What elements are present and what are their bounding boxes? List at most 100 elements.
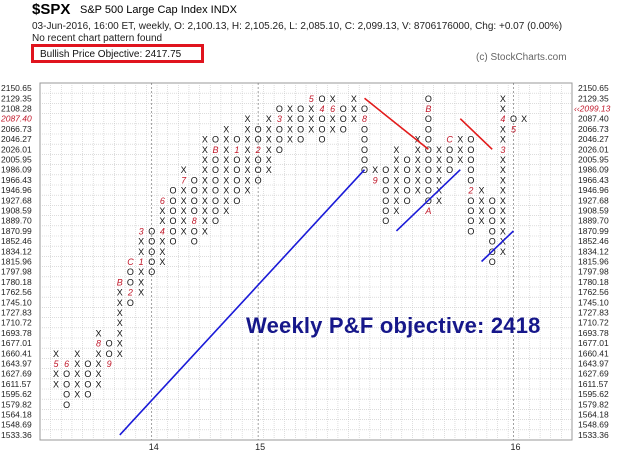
pf-o-mark: O [446,155,453,165]
pf-x-mark: X [479,196,485,206]
pf-month-mark: 5 [511,124,517,134]
y-tick-label-right: 1677.01 [578,338,609,348]
pf-o-mark: O [467,155,474,165]
pf-o-mark: O [340,114,347,124]
pf-o-mark: O [276,124,283,134]
pf-o-mark: O [63,390,70,400]
pf-o-mark: O [169,206,176,216]
pf-x-mark: X [53,379,59,389]
pf-x-mark: X [287,104,293,114]
pf-x-mark: X [436,175,442,185]
pf-x-mark: X [500,247,506,257]
pf-x-mark: X [96,328,102,338]
pf-x-mark: X [308,104,314,114]
y-tick-label-right: 1797.98 [578,267,609,277]
y-tick-label-left: 1889.70 [1,216,32,226]
y-tick-label-right: 2087.40 [578,114,609,124]
pf-o-mark: O [212,196,219,206]
y-tick-label-left: 2108.28 [1,104,32,114]
y-tick-label-left: 1579.82 [1,399,32,409]
pf-o-mark: O [84,379,91,389]
pf-o-mark: O [148,247,155,257]
pattern-note: No recent chart pattern found [32,33,163,44]
y-tick-label-right: 1870.99 [578,226,609,236]
pf-o-mark: O [425,145,432,155]
pf-o-mark: O [467,206,474,216]
pf-x-mark: X [500,226,506,236]
pf-x-mark: X [202,135,208,145]
pf-x-mark: X [202,155,208,165]
pf-x-mark: X [351,104,357,114]
y-tick-label-right: 1762.56 [578,287,609,297]
price-objective-label: Bullish Price Objective: 2417.75 [40,49,182,60]
x-tick-label: 16 [510,442,520,452]
pf-x-mark: X [393,186,399,196]
pf-month-mark: 3 [500,145,505,155]
pf-x-mark: X [223,165,229,175]
pf-o-mark: O [127,277,134,287]
pf-x-mark: X [330,124,336,134]
pf-o-mark: O [382,196,389,206]
pf-x-mark: X [138,247,144,257]
pf-x-mark: X [500,206,506,216]
pf-x-mark: X [415,186,421,196]
grid-layer [39,82,573,441]
pf-o-mark: O [169,196,176,206]
pf-x-mark: X [96,359,102,369]
pf-o-mark: O [84,359,91,369]
pf-o-mark: O [63,379,70,389]
y-tick-label-left: 1797.98 [1,267,32,277]
pf-x-mark: X [138,237,144,247]
y-tick-label-right: 1927.68 [578,195,609,205]
pf-x-mark: X [181,226,187,236]
pf-x-mark: X [181,165,187,175]
pf-x-mark: X [308,124,314,134]
pf-o-mark: O [318,135,325,145]
pf-o-mark: O [169,226,176,236]
pf-o-mark: O [297,114,304,124]
pf-x-mark: X [436,165,442,175]
pf-x-mark: X [436,155,442,165]
pf-month-mark: 1 [139,257,144,267]
y-tick-label-left: 1710.72 [1,318,32,328]
pf-x-mark: X [202,206,208,216]
pf-o-mark: O [148,226,155,236]
pf-o-mark: O [404,155,411,165]
pf-x-mark: X [117,308,123,318]
pf-month-mark: 9 [107,359,112,369]
y-tick-label-left: 1564.18 [1,410,32,420]
pf-o-mark: O [425,165,432,175]
pf-month-mark: A [424,206,431,216]
pf-o-mark: O [212,206,219,216]
y-tick-label-left: 1762.56 [1,287,32,297]
pf-x-mark: X [117,328,123,338]
pf-x-mark: X [159,216,165,226]
pf-x-mark: X [351,114,357,124]
pf-x-mark: X [223,196,229,206]
y-tick-label-right: 1966.43 [578,175,609,185]
pf-o-mark: O [425,94,432,104]
pf-x-mark: X [96,349,102,359]
pf-x-mark: X [393,206,399,216]
pf-o-mark: O [404,186,411,196]
y-tick-label-left: 1870.99 [1,226,32,236]
y-tick-label-right: 1533.36 [578,430,609,440]
pf-month-mark: 5 [53,359,59,369]
pf-x-mark: X [202,145,208,155]
pf-o-mark: O [148,237,155,247]
pf-o-mark: O [233,155,240,165]
pf-month-mark: C [127,257,134,267]
pf-o-mark: O [106,339,113,349]
pf-o-mark: O [233,175,240,185]
pf-month-mark: 7 [181,175,187,185]
pf-x-mark: X [479,206,485,216]
pf-x-mark: X [266,114,272,124]
pf-x-mark: X [96,379,102,389]
y-tick-label-left: 1745.10 [1,297,32,307]
pf-o-mark: O [361,145,368,155]
pf-x-mark: X [393,175,399,185]
pf-o-mark: O [361,124,368,134]
pf-o-mark: O [255,124,262,134]
y-tick-label-right: 2005.95 [578,155,609,165]
pf-objective-annotation: Weekly P&F objective: 2418 [246,313,541,338]
